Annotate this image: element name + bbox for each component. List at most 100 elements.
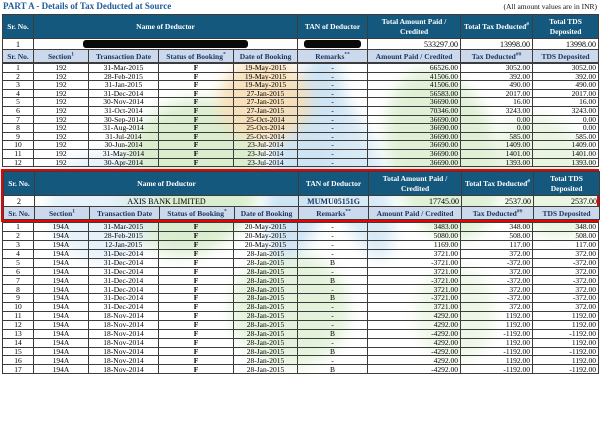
cell-remarks: - (297, 319, 368, 330)
cell-tds-deposited: 392.00 (532, 71, 599, 82)
col-header-tds-deposited: TDS Deposited (532, 49, 600, 63)
cell-tax-deducted: 117.00 (460, 239, 533, 250)
cell-remarks: - (297, 63, 368, 73)
col-header-sr-no-: Sr. No. (2, 14, 34, 39)
cell-amount-paid: 36690.00 (367, 148, 461, 159)
cell-remarks: - (297, 140, 368, 150)
cell-date-of-booking: 28-Jan-2015 (233, 364, 298, 375)
col-header-status-of-booking: Status of Booking* (158, 49, 234, 63)
cell-date-of-booking: 28-Jan-2015 (233, 328, 298, 339)
currency-note: (All amount values are in INR) (503, 2, 597, 11)
cell-section: 192 (33, 71, 89, 82)
transaction-row: 2 192 28-Feb-2015 F 19-May-2015-41506.00 392.… (2, 71, 599, 82)
cell-date-of-booking: 25-Oct-2014 (233, 123, 298, 133)
cell-tds-deposited: 1192.00 (532, 337, 599, 348)
cell-sr-no: 16 (2, 355, 34, 366)
cell-transaction-date: 31-Dec-2014 (88, 257, 159, 268)
cell-sr-no: 10 (2, 140, 34, 150)
cell-sr-no: 1 (2, 222, 34, 233)
cell-transaction-date: 18-Nov-2014 (88, 337, 159, 348)
cell-remarks: - (297, 284, 368, 295)
cell-sr-no: 11 (2, 311, 34, 321)
cell-sr-no: 7 (2, 114, 34, 125)
cell-tds-deposited: 372.00 (532, 266, 599, 277)
col-header-amount-paid-credited: Amount Paid / Credited (368, 206, 463, 221)
cell-tds-deposited: 1409.00 (532, 140, 599, 150)
cell-tds-deposited: 1393.00 (532, 157, 599, 168)
cell-date-of-booking: 28-Jan-2015 (233, 266, 298, 277)
cell-status-of-booking: F (158, 293, 234, 304)
cell-deductor-sr-no: 1 (2, 38, 34, 50)
cell-tds-deposited: -1192.00 (532, 364, 599, 375)
cell-deductor-name (32, 38, 299, 50)
cell-transaction-date: 31-Dec-2014 (88, 248, 159, 259)
cell-section: 194A (33, 346, 89, 357)
cell-tds-deposited: 372.00 (532, 248, 599, 259)
cell-status-of-booking: F (158, 284, 234, 295)
redacted-name-bar (82, 40, 249, 48)
cell-remarks: - (297, 337, 368, 348)
cell-date-of-booking: 28-Jan-2015 (233, 284, 298, 295)
cell-transaction-date: 31-Aug-2014 (88, 123, 159, 133)
transaction-row: 3 194A 12-Jan-2015 F 20-May-2015-1169.00 117.… (2, 239, 599, 250)
cell-deductor-tan: MUMU05151G (298, 195, 370, 208)
cell-date-of-booking: 27-Jan-2015 (233, 105, 298, 116)
deductor-sections: Sr. No. Name of Deductor TAN of Deductor To… (1, 14, 600, 375)
transaction-row: 13 194A 18-Nov-2014 F 28-Jan-2015 B -4292.00 -1… (2, 328, 599, 339)
col-header-remarks: Remarks** (298, 206, 370, 221)
cell-transaction-date: 31-Dec-2014 (88, 293, 159, 304)
cell-amount-paid: 36690.00 (367, 140, 461, 150)
cell-date-of-booking: 28-Jan-2015 (233, 355, 298, 366)
cell-date-of-booking: 28-Jan-2015 (233, 337, 298, 348)
cell-amount-paid: 4292.00 (367, 311, 461, 321)
cell-transaction-date: 12-Jan-2015 (88, 239, 159, 250)
cell-tds-deposited: 372.00 (532, 284, 599, 295)
cell-date-of-booking: 23-Jul-2014 (233, 157, 298, 168)
cell-total-amount-paid: 17745.00 (368, 195, 463, 208)
cell-section: 194A (33, 284, 89, 295)
cell-deductor-tan (297, 38, 369, 50)
cell-total-tax-deducted: 13998.00 (460, 38, 534, 50)
cell-tds-deposited: -372.00 (532, 257, 599, 268)
cell-status-of-booking: F (158, 97, 234, 107)
cell-status-of-booking: F (158, 71, 234, 82)
cell-remarks: - (297, 355, 368, 366)
cell-status-of-booking: F (158, 337, 234, 348)
cell-transaction-date: 30-Nov-2014 (88, 97, 159, 107)
cell-tax-deducted: -372.00 (460, 275, 533, 286)
transaction-row: 1 192 31-Mar-2015 F 19-May-2015-66526.00 3052… (2, 63, 599, 73)
cell-date-of-booking: 25-Oct-2014 (233, 114, 298, 125)
cell-section: 194A (33, 257, 89, 268)
cell-tds-deposited: 1401.00 (532, 148, 599, 159)
cell-tds-deposited: 0.00 (532, 123, 599, 133)
transaction-row: 7 192 30-Sep-2014 F 25-Oct-2014-36690.00 0.00… (2, 114, 599, 125)
transaction-row: 1 194A 31-Mar-2015 F 20-May-2015-3483.00 348.… (2, 222, 599, 233)
cell-date-of-booking: 27-Jan-2015 (233, 88, 298, 99)
cell-transaction-date: 31-Jan-2015 (88, 80, 159, 90)
cell-status-of-booking: F (158, 231, 234, 241)
cell-status-of-booking: F (158, 148, 234, 159)
cell-remarks: - (297, 311, 368, 321)
cell-tds-deposited: 1192.00 (532, 355, 599, 366)
transaction-rows-table: 1 194A 31-Mar-2015 F 20-May-2015-3483.00 348.… (2, 222, 599, 375)
cell-amount-paid: 3721.00 (367, 284, 461, 295)
cell-tax-deducted: 1192.00 (460, 311, 533, 321)
cell-tax-deducted: 3243.00 (460, 105, 533, 116)
cell-tax-deducted: 1401.00 (460, 148, 533, 159)
col-header-tds-deposited: TDS Deposited (533, 206, 600, 221)
cell-amount-paid: 4292.00 (367, 337, 461, 348)
cell-remarks: - (297, 114, 368, 125)
transaction-row: 7 194A 31-Dec-2014 F 28-Jan-2015 B -3721.00 -37… (2, 275, 599, 286)
cell-status-of-booking: F (158, 239, 234, 250)
cell-tax-deducted: -1192.00 (460, 364, 533, 375)
cell-amount-paid: -4292.00 (367, 328, 461, 339)
cell-sr-no: 17 (2, 364, 34, 375)
transaction-row: 14 194A 18-Nov-2014 F 28-Jan-2015-4292.00 119… (2, 337, 599, 348)
col-header-tan-of-deductor: TAN of Deductor (297, 14, 369, 39)
cell-sr-no: 12 (2, 319, 34, 330)
cell-section: 194A (33, 364, 89, 375)
cell-section: 194A (33, 302, 89, 313)
cell-status-of-booking: F (158, 140, 234, 150)
cell-remarks: - (297, 239, 368, 250)
cell-tds-deposited: 372.00 (532, 302, 599, 313)
